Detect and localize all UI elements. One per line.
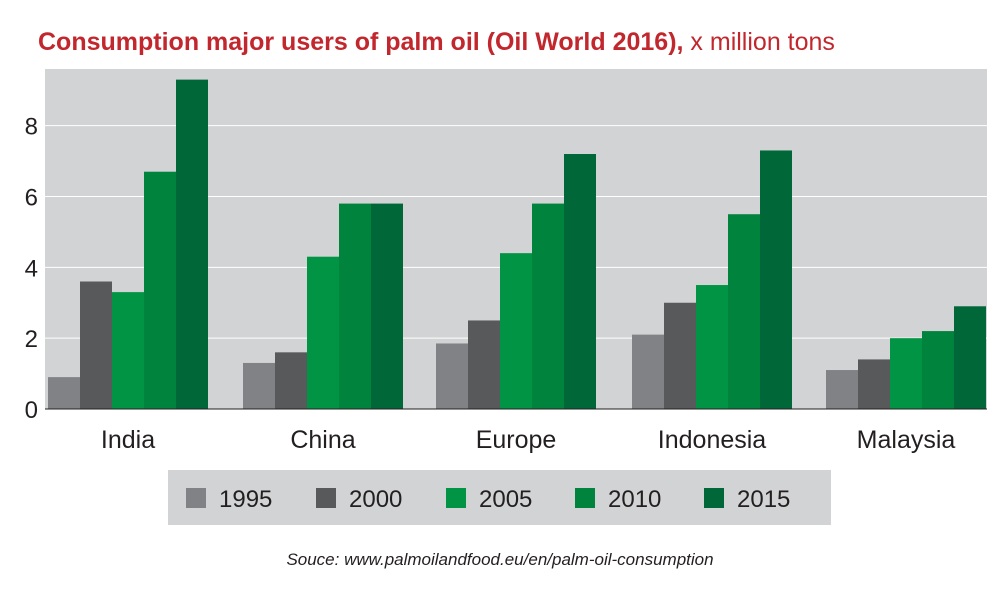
legend: 1995 2000 2005 2010 2015 [186,486,790,513]
bars [48,79,986,410]
chart-title-main: Consumption major users of palm oil (Oil… [38,28,684,56]
bar-india-1995 [48,377,80,409]
bar-indonesia-2005 [696,285,728,409]
bar-india-2010 [144,171,176,409]
bar-malaysia-2015 [954,306,986,409]
bar-china-1995 [243,362,275,409]
bar-malaysia-2005 [890,338,922,409]
legend-label-1995: 1995 [219,486,272,513]
bar-europe-2015 [564,154,596,409]
legend-label-2010: 2010 [608,486,661,513]
legend-swatch-2005 [446,488,466,508]
bar-china-2015 [371,203,403,409]
bar-china-2010 [339,203,371,409]
bar-indonesia-2015 [760,150,792,410]
legend-swatch-1995 [186,488,206,508]
bar-indonesia-2000 [664,302,696,409]
x-tick-label-china: China [290,426,355,454]
bar-europe-2005 [500,253,532,409]
legend-swatch-2000 [316,488,336,508]
chart-unit-label: x million tons [690,28,835,56]
y-tick-labels: 0 2 4 6 8 [25,114,38,424]
legend-swatch-2010 [575,488,595,508]
bar-malaysia-2000 [858,359,890,409]
x-tick-label-indonesia: Indonesia [658,426,767,454]
x-tick-label-europe: Europe [476,426,557,454]
legend-swatch-2015 [704,488,724,508]
x-tick-label-india: India [101,426,155,454]
bar-europe-2000 [468,320,500,409]
bar-china-2000 [275,352,307,409]
chart-title: Consumption major users of palm oil (Oil… [38,28,835,57]
y-tick-label: 8 [25,114,38,141]
bar-indonesia-2010 [728,214,760,409]
source-note: Souce: www.palmoilandfood.eu/en/palm-oil… [286,550,714,569]
bar-malaysia-1995 [826,370,858,409]
x-tick-label-malaysia: Malaysia [857,426,956,454]
bar-india-2000 [80,281,112,409]
bar-india-2015 [176,79,208,409]
y-tick-label: 0 [25,397,38,424]
legend-label-2000: 2000 [349,486,402,513]
y-tick-label: 6 [25,185,38,212]
bar-malaysia-2010 [922,331,954,409]
y-tick-label: 2 [25,326,38,353]
bar-europe-1995 [436,343,468,409]
legend-label-2015: 2015 [737,486,790,513]
bar-europe-2010 [532,203,564,409]
y-tick-label: 4 [25,255,38,282]
bar-india-2005 [112,292,144,409]
bar-china-2005 [307,256,339,409]
legend-label-2005: 2005 [479,486,532,513]
bar-indonesia-1995 [632,334,664,409]
x-tick-labels: India China Europe Indonesia Malaysia [101,426,956,454]
